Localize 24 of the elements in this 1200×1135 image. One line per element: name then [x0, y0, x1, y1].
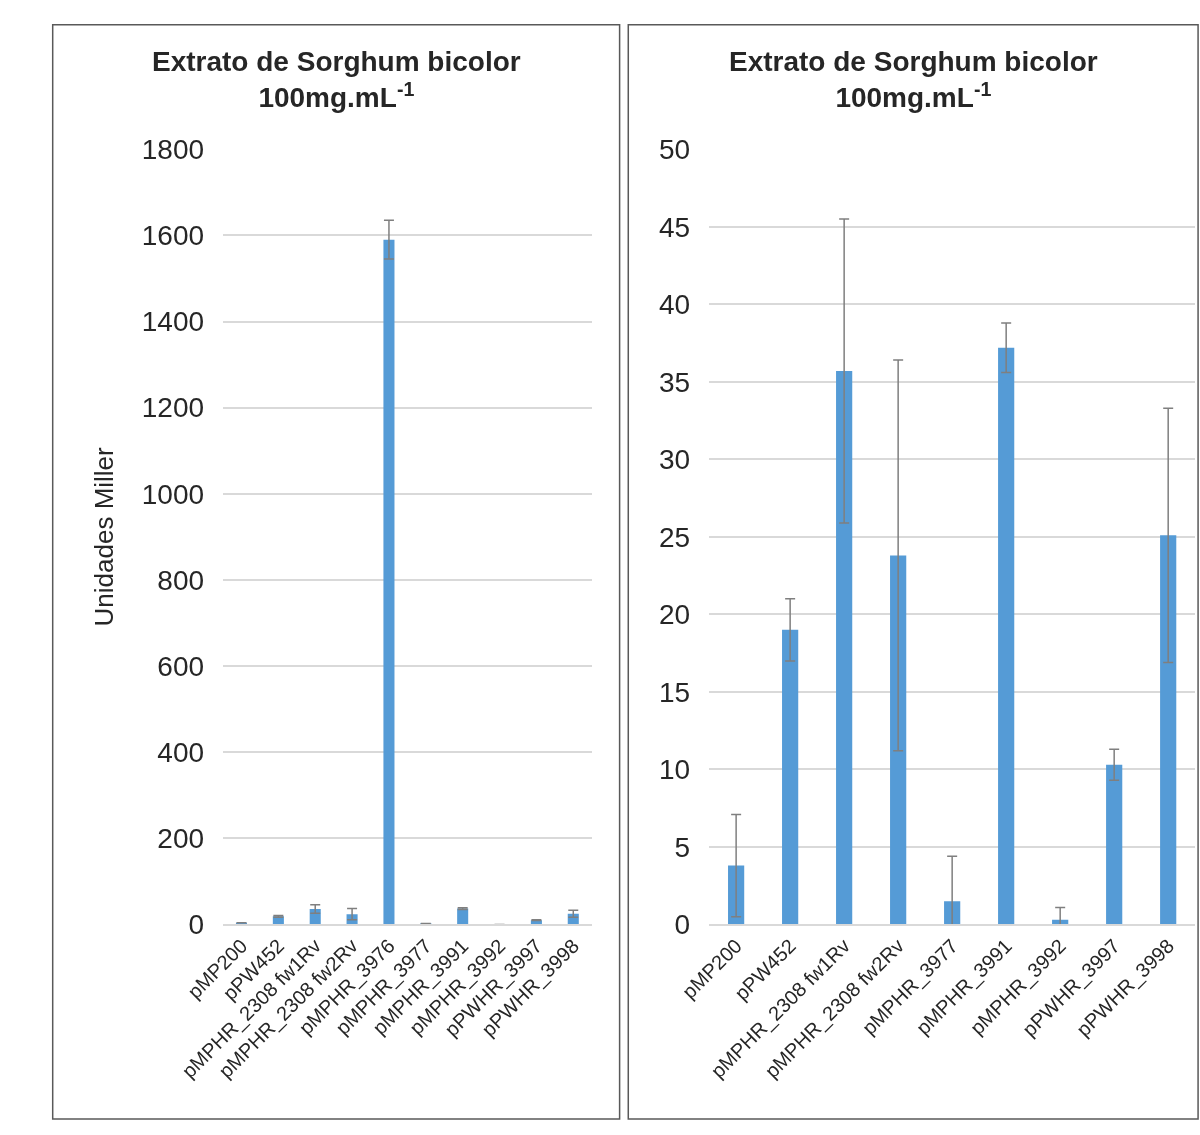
y-tick-label: 40	[658, 289, 691, 321]
y-tick-label: 1400	[141, 306, 205, 338]
y-tick-label: 1200	[141, 392, 205, 424]
y-tick-label: 200	[157, 823, 205, 855]
y-tick-label: 0	[188, 909, 205, 941]
y-tick-label: 50	[658, 134, 691, 166]
y-tick-label: 400	[157, 736, 205, 768]
chart-title: Extrato de Sorghum bicolor 100mg.mL$^{-1}$	[152, 46, 521, 114]
y-tick-label: 5	[674, 831, 691, 863]
chart-title: Extrato de Sorghum bicolor 100mg.mL$^{-1}$	[729, 46, 1098, 114]
y-tick-label: 10	[658, 754, 691, 786]
y-tick-label: 1600	[141, 220, 205, 252]
y-tick-label: 30	[658, 444, 691, 476]
y-tick-label: 45	[658, 211, 691, 243]
y-tick-label: 800	[157, 564, 205, 596]
y-axis-title: Unidades Miller	[89, 446, 120, 627]
y-tick-label: 600	[157, 650, 205, 682]
y-tick-label: 1000	[141, 478, 205, 510]
y-tick-label: 15	[658, 676, 691, 708]
y-tick-label: 20	[658, 599, 691, 631]
y-tick-label: 1800	[141, 134, 205, 166]
y-tick-label: 35	[658, 366, 691, 398]
y-tick-label: 0	[674, 909, 691, 941]
y-tick-label: 25	[658, 521, 691, 553]
